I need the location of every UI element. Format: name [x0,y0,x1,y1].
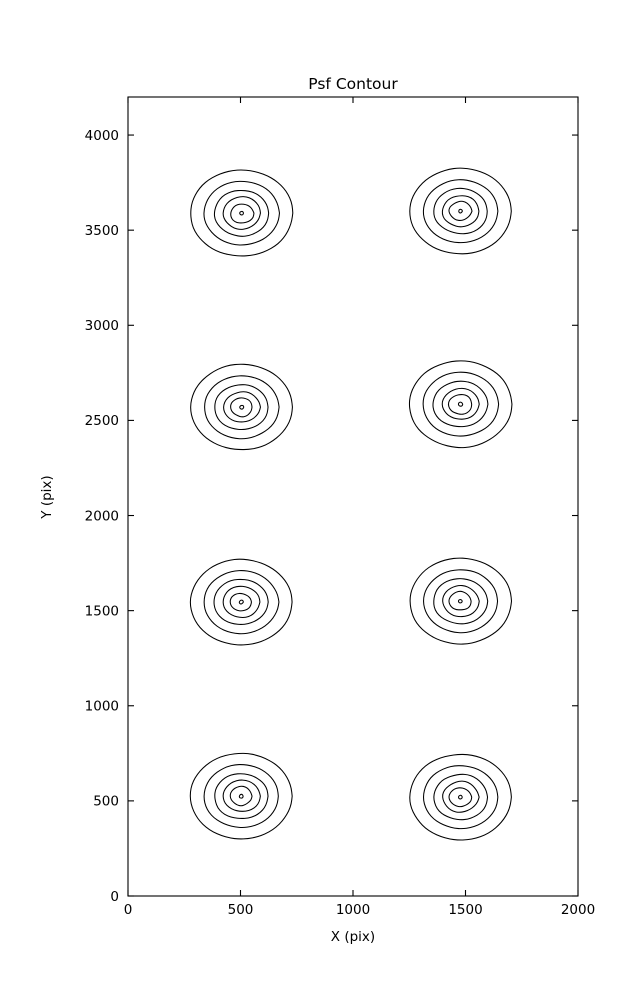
chart-title: Psf Contour [308,75,398,93]
y-tick-label: 4000 [85,128,119,144]
x-tick-label: 2000 [561,902,595,918]
psf-contour-source [189,558,293,646]
contour-ring [222,585,261,619]
contour-ring [442,584,480,618]
x-tick-label: 500 [228,902,254,918]
contour-ring [433,773,489,821]
contour-peak [239,404,245,410]
x-axis-tick-labels: 0 500 1000 1500 2000 [124,902,595,918]
contour-ring [214,773,269,819]
contour-ring [229,785,253,807]
x-tick-label: 0 [124,902,133,918]
contour-ring [203,764,279,829]
y-tick-label: 3000 [85,318,119,334]
contour-ring [423,569,499,634]
contour-ring [409,557,513,645]
contour-ring [422,765,499,830]
y-axis-label: Y (pix) [39,475,55,519]
contour-ring [189,752,293,840]
x-axis-label: X (pix) [331,929,375,945]
contour-peak [238,793,244,799]
y-tick-label: 3500 [85,223,119,239]
contour-ring [408,360,513,449]
contour-ring [213,578,269,625]
contour-ring [229,592,252,612]
contour-ring [441,387,480,420]
contour-ring [203,180,280,246]
contour-ring [422,179,499,244]
y-tick-label: 2500 [85,413,119,429]
contour-ring [203,570,280,635]
y-tick-label: 1500 [85,603,119,619]
contour-peak [457,599,463,604]
contour-ring [433,187,488,235]
psf-contour-source [409,167,512,255]
contour-ring [222,196,261,230]
y-tick-label: 500 [93,794,119,810]
y-axis-ticks [128,134,578,897]
y-tick-label: 1000 [85,699,119,715]
contour-peak [458,794,463,800]
x-tick-label: 1500 [448,902,482,918]
contour-ring [447,394,473,415]
contour-ring [409,753,512,841]
contour-peak [238,599,244,605]
contour-peak [458,208,463,214]
psf-contour-source [409,753,512,841]
contour-ring [409,167,512,255]
y-axis-tick-labels: 0 500 1000 1500 2000 2500 3000 3500 4000 [85,128,119,905]
contour-ring [448,200,473,221]
psf-contour-source [409,557,513,645]
psf-contour-source [190,363,293,451]
contour-ring [432,380,489,428]
contour-peak [239,210,244,216]
contour-ring [204,375,280,440]
psf-contour-source [408,360,513,449]
contour-ring [189,558,293,646]
contour-ring [448,590,472,611]
contour-ring [222,779,261,812]
x-tick-label: 1000 [336,902,370,918]
y-tick-label: 2000 [85,508,119,524]
contour-ring [213,189,270,237]
psf-contour-source [189,752,293,840]
contour-ring [441,195,480,228]
contour-peak [457,401,464,407]
contour-ring [442,780,480,813]
x-axis-ticks [127,97,579,896]
psf-contour-source [190,169,294,257]
contour-ring [223,391,261,423]
contour-ring [190,169,294,257]
contour-ring [230,203,255,224]
contour-ring [214,384,269,431]
contour-ring [190,363,293,451]
contour-ring [448,787,473,808]
contour-ring [433,578,489,625]
contour-ring [422,371,500,437]
contour-group [189,167,513,841]
y-tick-label: 0 [110,889,119,905]
contour-ring [230,397,253,418]
